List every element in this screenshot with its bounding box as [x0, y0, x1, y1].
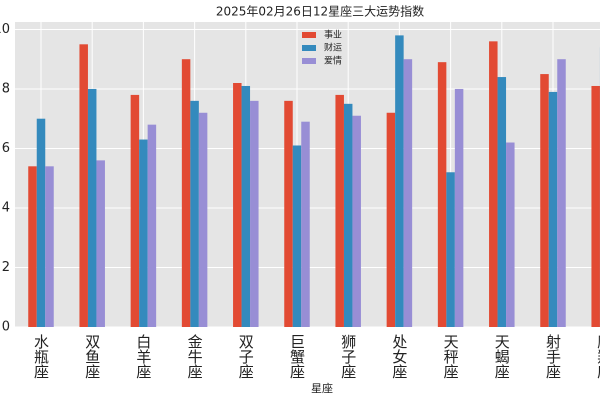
y-tick-label: 4 [2, 200, 10, 215]
x-tick-label: 巨蟹座 [288, 334, 306, 379]
legend-label: 财运 [324, 42, 342, 54]
x-tick-label: 水瓶座 [32, 334, 50, 379]
y-tick-label: 2 [2, 260, 10, 275]
x-tick-label: 狮子座 [339, 334, 357, 379]
bar [241, 85, 251, 327]
legend-label: 爱情 [324, 55, 342, 67]
y-tick-label: 0 [2, 320, 10, 335]
bar [301, 121, 310, 328]
x-tick-label: 射手座 [544, 334, 562, 379]
bar [147, 124, 157, 327]
bar [335, 94, 344, 327]
bar [591, 85, 600, 327]
bar [28, 166, 37, 327]
bar [96, 160, 105, 327]
bar [79, 44, 88, 327]
x-axis-label: 星座 [311, 381, 333, 395]
x-tick-label: 摩羯座 [595, 333, 600, 379]
legend-swatch [302, 45, 316, 51]
x-tick-label: 处女座 [390, 334, 408, 379]
x-tick-label: 天蝎座 [493, 334, 511, 379]
x-tick-label: 双子座 [237, 334, 255, 379]
y-tick-label: 10 [0, 22, 10, 37]
bar [506, 142, 515, 327]
bar [190, 100, 199, 327]
bar [540, 74, 549, 327]
x-tick-label: 双鱼座 [83, 334, 101, 379]
bar [437, 62, 447, 328]
chart-title: 2025年02月26日12星座三大运势指数 [216, 4, 424, 19]
bar [130, 94, 140, 327]
bar [548, 91, 558, 328]
bar [45, 166, 54, 327]
bar [497, 77, 507, 327]
bar [284, 100, 293, 327]
bar [87, 88, 97, 327]
bar [292, 145, 302, 327]
bar [557, 59, 566, 327]
bar [139, 139, 148, 327]
bar [250, 100, 259, 327]
bar [181, 59, 191, 327]
bar [403, 59, 413, 327]
legend-swatch [302, 58, 316, 64]
x-tick-label: 白羊座 [134, 334, 152, 379]
bar [352, 115, 361, 327]
bar [233, 83, 242, 327]
bar [36, 118, 46, 328]
bar [198, 112, 208, 327]
bar [395, 35, 404, 327]
bar [446, 172, 455, 327]
legend-swatch [302, 32, 316, 38]
y-tick-label: 8 [2, 81, 10, 96]
x-tick-label: 天秤座 [442, 334, 460, 379]
bar [386, 112, 396, 327]
legend-label: 事业 [324, 29, 342, 41]
y-tick-label: 6 [2, 141, 10, 156]
x-tick-label: 金牛座 [186, 334, 204, 379]
bar [343, 103, 353, 327]
bar [489, 41, 498, 328]
bar [454, 88, 464, 327]
